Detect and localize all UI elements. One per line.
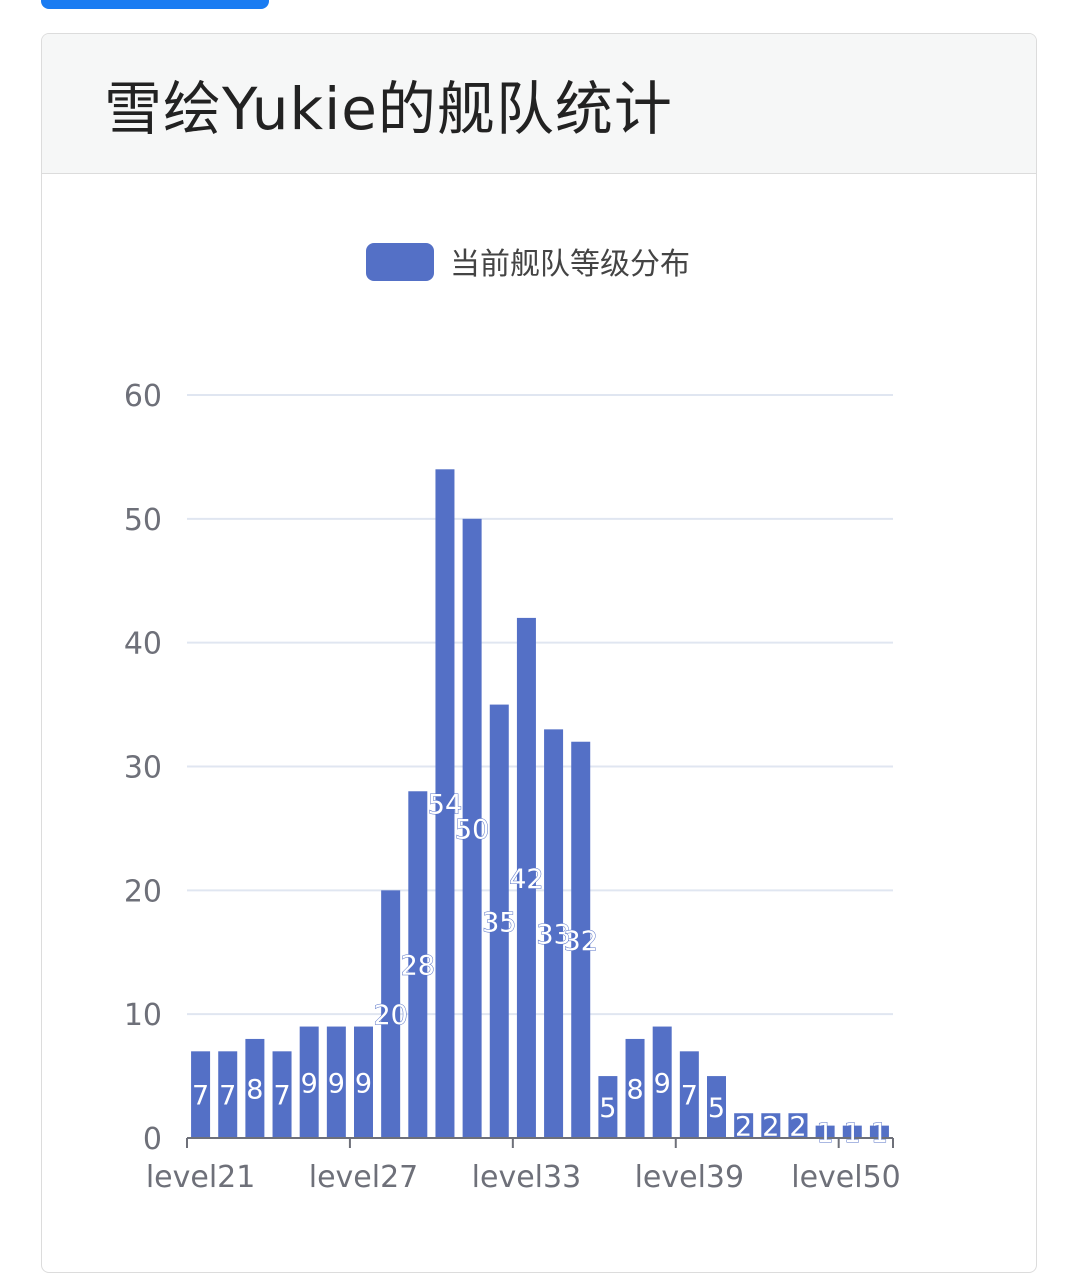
bar [381,890,401,1138]
bar [435,469,455,1138]
bar [598,1076,618,1138]
bar-value-label: 20 [373,1000,407,1031]
bar-value-label: 2 [735,1112,752,1143]
x-tick-label: level39 [635,1160,745,1195]
bar-value-label: 8 [246,1074,263,1105]
bar [788,1113,808,1138]
bar [544,729,564,1138]
y-axis-labels: 0 10 20 30 40 50 60 [124,379,162,1157]
bar-value-label: 2 [789,1112,806,1143]
y-tick-label: 30 [124,751,162,786]
bar [869,1125,889,1138]
bar [272,1051,292,1138]
bar-value-label: 7 [681,1081,698,1112]
bar [679,1051,699,1138]
bar [842,1125,862,1138]
x-tick-label: level50 [791,1160,901,1195]
bar [462,518,482,1138]
bar [571,741,591,1138]
y-tick-label: 0 [143,1122,162,1157]
bar [326,1026,346,1138]
bar-value-label: 54 [428,790,462,821]
bar-value-label: 35 [482,907,516,938]
legend-label: 当前舰队等级分布 [450,247,690,282]
bar-value-label: 5 [599,1093,616,1124]
bar-value-label: 9 [301,1068,318,1099]
x-tick-label: level21 [146,1160,256,1195]
bar-value-label: 9 [654,1068,671,1099]
bar-value-label: 1 [844,1118,861,1149]
bar-value-label: 7 [192,1081,209,1112]
bar-value-label: 8 [626,1074,643,1105]
x-axis: level21 level27 level33 level39 level50 [146,1137,901,1195]
top-action-button[interactable] [41,0,269,9]
bar [761,1113,781,1138]
bar-value-label: 1 [817,1118,834,1149]
page-title: 雪绘Yukie的舰队统计 [104,74,673,143]
bar [734,1113,754,1138]
x-tick-label: level33 [472,1160,582,1195]
grid-lines [187,394,893,1016]
bars [191,469,889,1138]
bar [299,1026,319,1138]
bar-value-label: 2 [762,1112,779,1143]
bar [354,1026,373,1138]
bar [516,617,536,1138]
bar-value-label: 50 [455,814,489,845]
bar [815,1125,835,1138]
legend-swatch [366,243,434,281]
bar-value-label: 33 [536,920,570,951]
bar-value-label: 9 [328,1068,345,1099]
bar [707,1076,726,1138]
bar [652,1026,672,1138]
bar-value-label: 32 [564,926,598,957]
bar [245,1038,265,1138]
y-tick-label: 50 [124,503,162,538]
bar [218,1051,238,1138]
bar-value-label: 7 [273,1081,290,1112]
bar-value-label: 42 [509,864,543,895]
chart-legend[interactable]: 当前舰队等级分布 [366,243,690,282]
x-tick-label: level27 [309,1160,419,1195]
y-tick-label: 60 [124,379,162,414]
bar-value-label: 9 [355,1068,372,1099]
bar-value-label: 1 [871,1118,888,1149]
y-tick-label: 40 [124,627,162,662]
bar [489,704,509,1138]
y-tick-label: 10 [124,998,162,1033]
bar-value-label: 5 [708,1093,725,1124]
bar [191,1051,211,1138]
bar [408,791,428,1138]
y-tick-label: 20 [124,874,162,909]
bar [625,1038,645,1138]
card-header: 雪绘Yukie的舰队统计 [42,34,1036,174]
bar-value-label: 28 [401,951,435,982]
bar-value-label: 7 [219,1081,236,1112]
